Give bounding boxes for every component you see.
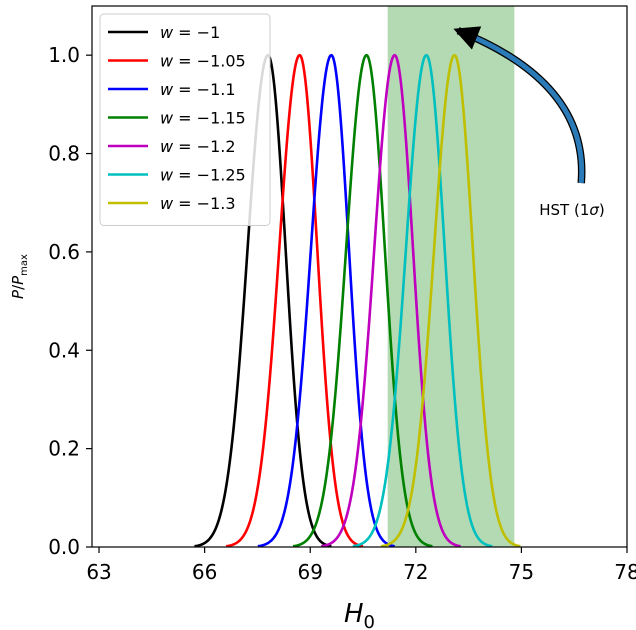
- legend-label-1: w = −1.05: [160, 52, 246, 71]
- y-tick-label-3: 0.6: [48, 240, 80, 264]
- series-line-3: [292, 53, 434, 548]
- x-tick-label-5: 78: [614, 560, 636, 584]
- plot-frame: [91, 5, 628, 548]
- legend-box: [99, 13, 271, 226]
- annotation-layer: HST (1σ): [453, 26, 605, 219]
- legend-label-0: w = −1: [160, 23, 220, 42]
- series-line-6: [380, 53, 522, 548]
- series-line-5: [352, 53, 493, 548]
- series-line-4: [320, 53, 462, 548]
- y-tick-label-4: 0.8: [48, 142, 80, 166]
- legend-label-6: w = −1.3: [160, 194, 236, 213]
- x-axis-label: H0: [344, 599, 375, 630]
- hst-band: [387, 6, 515, 547]
- legend-label-3: w = −1.15: [160, 109, 246, 128]
- curves-layer: [193, 53, 522, 548]
- x-tick-label-4: 75: [509, 560, 534, 584]
- x-tick-label-0: 63: [86, 560, 111, 584]
- series-line-1: [225, 53, 364, 548]
- series-line-2: [257, 53, 396, 548]
- annotation-text: HST (1σ): [539, 201, 605, 219]
- legend-label-4: w = −1.2: [160, 137, 236, 156]
- y-axis-label: P/Pmax: [9, 254, 30, 299]
- legend: w = −1 w = −1.05 w = −1.1 w = −1.15 w = −1.2…: [99, 13, 271, 226]
- legend-label-2: w = −1.1: [160, 80, 236, 99]
- x-tick-label-2: 69: [297, 560, 322, 584]
- annotation-arrow: [453, 26, 585, 184]
- y-tick-label-0: 0.0: [48, 535, 80, 559]
- y-tick-label-5: 1.0: [48, 43, 80, 67]
- legend-label-5: w = −1.25: [160, 166, 246, 185]
- axes-layer: 63 66 69 72 75 78 0.0 0.2 0.4 0.6 0.8 1.0 H0 P/Pmax: [9, 5, 636, 630]
- x-tick-label-3: 72: [403, 560, 428, 584]
- y-tick-label-2: 0.4: [48, 338, 80, 362]
- hst-band-layer: [387, 6, 515, 547]
- y-tick-label-1: 0.2: [48, 437, 80, 461]
- x-tick-label-1: 66: [192, 560, 217, 584]
